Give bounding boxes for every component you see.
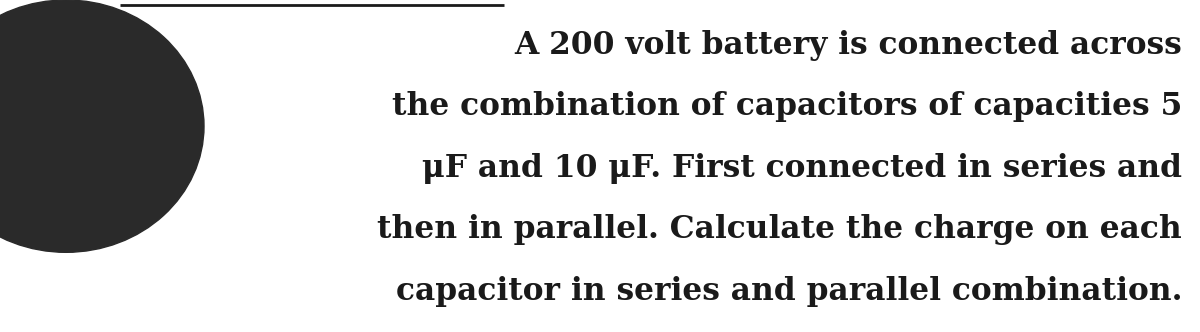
Text: the combination of capacitors of capacities 5: the combination of capacitors of capacit… <box>391 91 1182 122</box>
Text: then in parallel. Calculate the charge on each: then in parallel. Calculate the charge o… <box>377 214 1182 245</box>
Text: capacitor in series and parallel combination.: capacitor in series and parallel combina… <box>396 276 1182 306</box>
Text: A 200 volt battery is connected across: A 200 volt battery is connected across <box>515 30 1182 61</box>
Text: μF and 10 μF. First connected in series and: μF and 10 μF. First connected in series … <box>422 153 1182 184</box>
Ellipse shape <box>0 0 204 252</box>
